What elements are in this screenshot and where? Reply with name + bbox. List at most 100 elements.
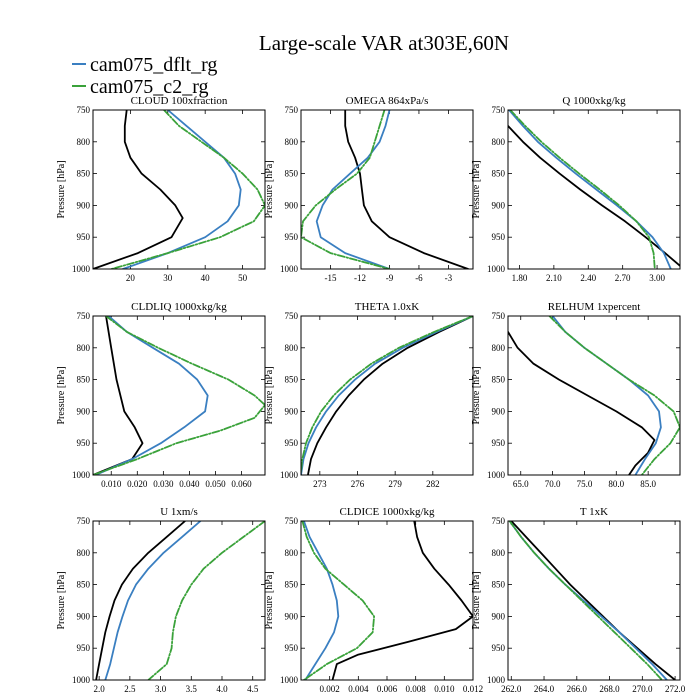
series-line-c2 xyxy=(147,521,265,680)
figure-title: Large-scale VAR at303E,60N xyxy=(259,31,509,55)
x-tick-label: 3.0 xyxy=(155,684,167,694)
x-tick-label: 4.0 xyxy=(216,684,228,694)
y-tick-label: 750 xyxy=(492,311,506,321)
plot-frame xyxy=(92,109,266,270)
series-line-black xyxy=(93,316,144,475)
x-tick-label: 272.0 xyxy=(665,684,686,694)
series-line-black xyxy=(95,521,186,680)
plot-frame xyxy=(507,109,681,270)
y-tick-label: 850 xyxy=(285,580,299,590)
series-line-black xyxy=(331,521,473,680)
y-tick-label: 750 xyxy=(285,105,299,115)
series-line-c2 xyxy=(301,521,375,680)
series-line-dflt xyxy=(508,110,672,269)
panel-6: RELHUM 1xpercent Pressure [hPa] 750 800 850 9… xyxy=(471,301,681,489)
plot-frame xyxy=(300,315,474,476)
y-tick-label: 1000 xyxy=(487,264,506,274)
x-tick-label: 0.010 xyxy=(101,479,122,489)
panel-1: CLOUD 100xfraction Pressure [hPa] 750 800 85… xyxy=(56,95,266,283)
x-tick-label: 0.030 xyxy=(153,479,174,489)
y-tick-label: 800 xyxy=(285,343,299,353)
y-tick-label: 850 xyxy=(492,375,506,385)
y-tick-label: 950 xyxy=(492,643,506,653)
y-tick-label: 750 xyxy=(77,516,91,526)
x-tick-label: 264.0 xyxy=(534,684,555,694)
x-tick-label: 0.050 xyxy=(205,479,226,489)
y-tick-label: 750 xyxy=(285,311,299,321)
y-tick-label: 950 xyxy=(285,438,299,448)
panel-title: CLOUD 100xfraction xyxy=(131,95,228,107)
x-tick-label: 262.0 xyxy=(501,684,522,694)
x-tick-label: 1.80 xyxy=(512,273,528,283)
x-tick-label: -9 xyxy=(386,273,394,283)
y-tick-label: 1000 xyxy=(72,675,91,685)
x-tick-label: 2.5 xyxy=(124,684,136,694)
x-tick-label: 268.0 xyxy=(599,684,620,694)
x-tick-label: 20 xyxy=(126,273,136,283)
y-tick-label: 1000 xyxy=(487,675,506,685)
series-line-dflt xyxy=(122,110,242,269)
y-tick-label: 850 xyxy=(285,375,299,385)
y-tick-label: 750 xyxy=(492,105,506,115)
y-tick-label: 900 xyxy=(285,406,299,416)
panel-5: THETA 1.0xK Pressure [hPa] 750 800 850 900 950… xyxy=(264,301,474,489)
y-tick-label: 950 xyxy=(285,643,299,653)
y-tick-label: 900 xyxy=(77,406,91,416)
x-tick-label: -15 xyxy=(324,273,336,283)
y-axis-label: Pressure [hPa] xyxy=(471,366,482,424)
plot-frame xyxy=(507,315,681,476)
y-tick-label: 950 xyxy=(77,232,91,242)
y-tick-label: 950 xyxy=(492,232,506,242)
series-line-dflt xyxy=(551,316,662,475)
y-tick-label: 1000 xyxy=(72,264,91,274)
y-axis-label: Pressure [hPa] xyxy=(56,160,67,218)
x-tick-label: 279 xyxy=(388,479,402,489)
y-tick-label: 750 xyxy=(77,311,91,321)
y-tick-label: 850 xyxy=(77,580,91,590)
y-tick-label: 950 xyxy=(285,232,299,242)
y-tick-label: 1000 xyxy=(72,470,91,480)
x-tick-label: -3 xyxy=(445,273,453,283)
series-line-dflt xyxy=(303,521,340,680)
y-tick-label: 950 xyxy=(77,643,91,653)
y-tick-label: 800 xyxy=(492,343,506,353)
y-tick-label: 950 xyxy=(77,438,91,448)
plot-frame xyxy=(507,520,681,681)
y-tick-label: 800 xyxy=(492,548,506,558)
x-tick-label: 2.40 xyxy=(580,273,596,283)
series-line-c2 xyxy=(508,521,663,680)
x-tick-label: 50 xyxy=(238,273,248,283)
plot-frame xyxy=(300,109,474,270)
x-tick-label: 0.010 xyxy=(434,684,455,694)
x-tick-label: 0.008 xyxy=(406,684,427,694)
y-tick-label: 800 xyxy=(285,137,299,147)
x-tick-label: 276 xyxy=(351,479,365,489)
panel-title: RELHUM 1xpercent xyxy=(548,301,641,313)
y-axis-label: Pressure [hPa] xyxy=(264,160,275,218)
y-tick-label: 900 xyxy=(492,200,506,210)
y-axis-label: Pressure [hPa] xyxy=(56,366,67,424)
y-tick-label: 900 xyxy=(492,611,506,621)
x-tick-label: 0.060 xyxy=(231,479,252,489)
y-tick-label: 850 xyxy=(77,169,91,179)
x-tick-label: 40 xyxy=(201,273,211,283)
plot-frame xyxy=(300,520,474,681)
x-tick-label: 0.012 xyxy=(463,684,483,694)
series-line-dflt xyxy=(104,521,202,680)
series-line-black xyxy=(93,110,184,269)
y-axis-label: Pressure [hPa] xyxy=(471,160,482,218)
x-tick-label: 80.0 xyxy=(608,479,624,489)
x-tick-label: 70.0 xyxy=(545,479,561,489)
y-axis-label: Pressure [hPa] xyxy=(56,571,67,629)
panel-title: CLDICE 1000xkg/kg xyxy=(339,506,435,518)
y-tick-label: 1000 xyxy=(487,470,506,480)
plot-frame xyxy=(92,315,266,476)
x-tick-label: 2.70 xyxy=(615,273,631,283)
series-line-c2 xyxy=(301,316,473,473)
y-tick-label: 850 xyxy=(492,580,506,590)
series-line-black xyxy=(307,316,473,475)
x-tick-label: 282 xyxy=(426,479,440,489)
x-tick-label: 0.040 xyxy=(179,479,200,489)
panel-8: CLDICE 1000xkg/kg Pressure [hPa] 750 800 850… xyxy=(264,506,483,694)
